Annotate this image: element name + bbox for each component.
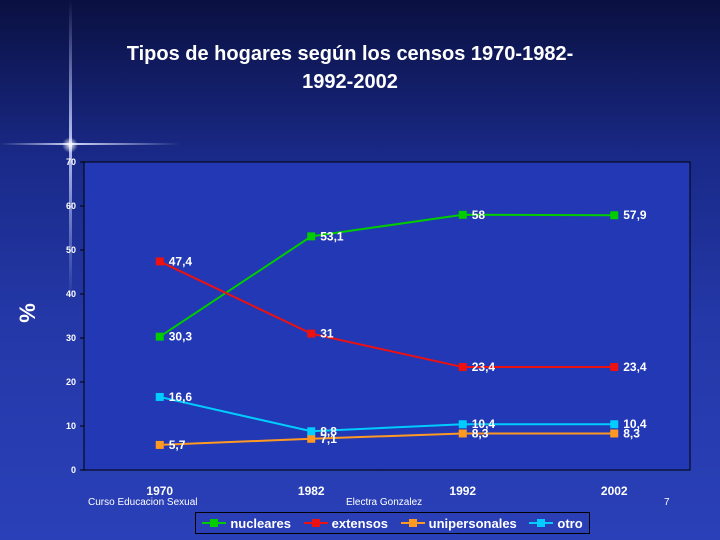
- y-tick-label: 60: [66, 201, 76, 211]
- legend-item-extensos: extensos: [303, 515, 389, 531]
- data-point-otro: [458, 420, 467, 429]
- slide-title: Tipos de hogares según los censos 1970-1…: [60, 40, 640, 96]
- data-label-unipersonales: 7,1: [320, 432, 337, 446]
- data-point-otro: [155, 392, 164, 401]
- page-number: 7: [664, 497, 670, 508]
- x-tick-label: 1992: [449, 484, 476, 498]
- title-line-2: 1992-2002: [302, 71, 398, 93]
- legend-label: otro: [557, 515, 583, 531]
- data-label-otro: 10,4: [472, 417, 496, 431]
- data-point-nucleares: [155, 332, 164, 341]
- legend-swatch: [202, 519, 227, 527]
- legend-item-otro: otro: [529, 515, 583, 531]
- x-tick-label: 1982: [298, 484, 325, 498]
- light-flare-horizontal: [0, 143, 180, 145]
- legend-item-nucleares: nucleares: [202, 516, 291, 531]
- legend-swatch: [529, 519, 554, 527]
- data-point-unipersonales: [610, 429, 619, 438]
- y-tick-label: 10: [66, 421, 76, 431]
- title-line-1: Tipos de hogares según los censos 1970-1…: [126, 43, 574, 65]
- series-line-otro: [159, 395, 615, 433]
- legend-swatch: [400, 519, 425, 527]
- data-label-nucleares: 53,1: [320, 229, 344, 243]
- data-point-extensos: [458, 363, 467, 372]
- y-tick-label: 30: [66, 333, 76, 343]
- legend-label: extensos: [331, 515, 389, 531]
- legend-label: unipersonales: [428, 515, 517, 531]
- legend-item-unipersonales: unipersonales: [400, 515, 517, 531]
- plot-area: [83, 161, 691, 471]
- data-label-unipersonales: 8,3: [472, 426, 489, 440]
- data-label-otro: 10,4: [623, 417, 647, 431]
- footer-course: Curso Educacion Sexual: [88, 497, 198, 508]
- y-tick-label: 40: [66, 289, 76, 299]
- light-flare-center: [62, 137, 78, 153]
- data-label-extensos: 47,4: [169, 254, 193, 268]
- y-tick-label: 20: [66, 377, 76, 387]
- data-label-otro: 16,6: [169, 390, 193, 404]
- data-point-otro: [610, 420, 619, 429]
- x-axis-ticks: 1970 1982 1992 2002: [146, 484, 628, 498]
- data-label-extensos: 23,4: [472, 360, 496, 374]
- legend-swatch: [303, 519, 328, 527]
- data-label-unipersonales: 5,7: [169, 438, 186, 452]
- x-tick-label: 1970: [146, 484, 173, 498]
- series-line-nucleares: [159, 213, 615, 338]
- data-point-unipersonales: [307, 434, 316, 443]
- data-label-nucleares: 57,9: [623, 208, 647, 222]
- footer-author: Electra Gonzalez: [346, 497, 423, 508]
- data-point-unipersonales: [458, 429, 467, 438]
- data-point-extensos: [307, 329, 316, 338]
- data-point-unipersonales: [155, 440, 164, 449]
- data-point-nucleares: [610, 211, 619, 220]
- data-point-nucleares: [458, 210, 467, 219]
- legend-label: nucleares: [230, 515, 292, 531]
- y-tick-label: 0: [71, 465, 76, 475]
- y-tick-label: 50: [66, 245, 76, 255]
- data-label-extensos: 31: [320, 327, 334, 341]
- y-axis-ticks: 0 10 20 30 40 50 60 70: [66, 157, 84, 475]
- data-label-extensos: 23,4: [623, 360, 647, 374]
- data-point-extensos: [155, 257, 164, 266]
- data-point-otro: [307, 427, 316, 436]
- data-label-otro: 8,8: [320, 424, 337, 438]
- data-point-nucleares: [307, 232, 316, 241]
- series-line-unipersonales: [159, 432, 615, 446]
- data-label-unipersonales: 8,3: [623, 426, 640, 440]
- data-label-nucleares: 58: [472, 208, 486, 222]
- series-group: 30,3 53,1 58 57,9 47,4 31 23,4 23,4 5,7 7,1 8,3 8,3…: [155, 208, 647, 452]
- x-tick-label: 2002: [601, 484, 628, 498]
- y-tick-label: 70: [66, 157, 76, 167]
- chart-legend: nucleares extensos unipersonales otro: [195, 512, 590, 534]
- series-line-extensos: [159, 260, 615, 369]
- data-point-extensos: [610, 363, 619, 372]
- data-label-nucleares: 30,3: [169, 330, 193, 344]
